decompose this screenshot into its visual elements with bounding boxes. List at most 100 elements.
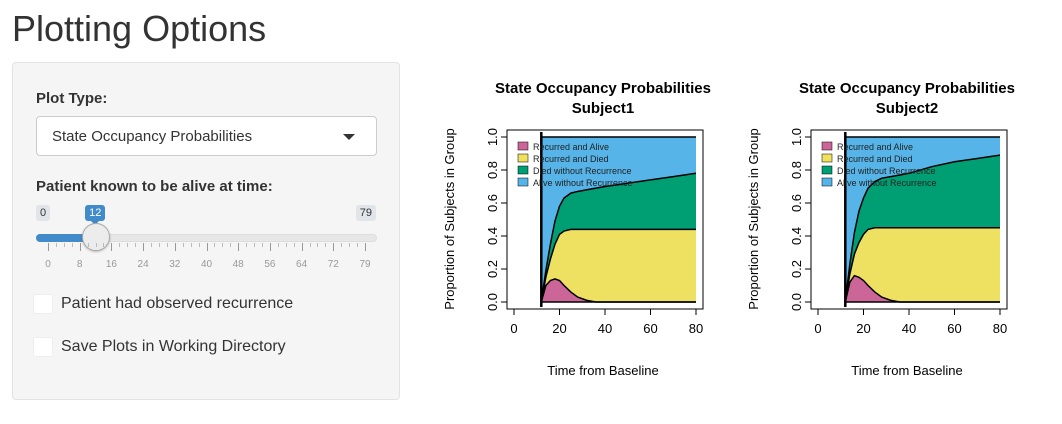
caret-down-icon (343, 134, 355, 140)
legend-swatch-recurred-and-alive (517, 141, 529, 151)
series-area-recurred-and-died (541, 229, 696, 302)
slider-tick-major (269, 243, 271, 251)
slider-tick-minor (246, 243, 248, 247)
slider-label: Patient known to be alive at time: (36, 178, 273, 195)
y-tick-label: 0.2 (789, 260, 804, 278)
y-tick-label: 1.0 (485, 128, 500, 146)
plot-subject2: State Occupancy Probabilities Subject2 0 20… (744, 60, 1050, 390)
series-line-recurred-and-died (540, 228, 696, 303)
x-axis-label: Time from Baseline (547, 363, 659, 378)
slider-tick-major (365, 243, 366, 251)
chart-title: State Occupancy Probabilities (799, 80, 1015, 97)
legend-label-alive-without-recurrence: Alive without Recurrence (533, 178, 633, 188)
slider-tick-major (301, 243, 303, 251)
slider-tick-minor (230, 243, 232, 247)
slider-tick-minor (190, 243, 192, 247)
slider-tick-minor (119, 243, 121, 247)
slider-tick-minor (254, 243, 256, 247)
slider-tick-minor (166, 243, 168, 247)
x-axis-label: Time from Baseline (851, 363, 963, 378)
save-plots-checkbox-label[interactable]: Save Plots in Working Directory (61, 338, 286, 355)
y-tick-label: 0.8 (485, 161, 500, 179)
slider-value-bubble: 12 (85, 205, 106, 225)
slider-tick-minor (357, 243, 359, 247)
slider-tick-label: 24 (137, 259, 149, 270)
legend-swatch-alive-without-recurrence (517, 177, 529, 187)
slider-tick-minor (127, 243, 129, 247)
legend-swatch-died-without-recurrence (821, 165, 833, 175)
legend-label-died-without-recurrence: Died without Recurrence (837, 166, 936, 176)
slider-tick-minor (158, 243, 160, 247)
slider-tick-minor (341, 243, 343, 247)
slider-tick-major (174, 243, 176, 251)
series-area-recurred-and-alive (541, 278, 696, 302)
slider-max-bubble: 79 (355, 205, 376, 221)
slider-tick-label: 16 (105, 259, 117, 270)
legend-swatch-alive-without-recurrence (821, 177, 833, 187)
slider-tick-minor (214, 243, 216, 247)
slider-tick-minor (261, 243, 263, 247)
plot-type-label: Plot Type: (36, 90, 108, 107)
recurrence-checkbox-label[interactable]: Patient had observed recurrence (61, 295, 294, 312)
x-tick-label: 0 (814, 321, 821, 336)
series-line-died-without-recurrence (540, 172, 697, 303)
x-tick-label: 20 (552, 321, 566, 336)
slider-fill (36, 234, 97, 242)
slider-tick-label: 0 (45, 259, 51, 270)
x-tick-label: 80 (689, 321, 703, 336)
chart-subject1: State Occupancy Probabilities Subject1 0 20… (442, 80, 711, 378)
y-tick-label: 0.4 (789, 227, 804, 245)
slider-tick-minor (95, 243, 97, 247)
slider-tick-label: 48 (232, 259, 244, 270)
legend-label-alive-without-recurrence: Alive without Recurrence (837, 178, 937, 188)
plot-type-value: State Occupancy Probabilities (52, 128, 253, 145)
slider-tick-minor (87, 243, 89, 247)
series-area-recurred-and-died (845, 227, 1000, 302)
legend-label-died-without-recurrence: Died without Recurrence (533, 166, 632, 176)
chart-subtitle: Subject2 (876, 100, 939, 117)
chart-subtitle: Subject1 (572, 100, 635, 117)
slider-tick-major (333, 243, 335, 251)
series-area-recurred-and-alive (845, 275, 1000, 302)
legend-label-recurred-and-alive: Recurred and Alive (533, 142, 609, 152)
x-tick-label: 0 (510, 321, 517, 336)
x-tick-label: 40 (902, 321, 916, 336)
legend-swatch-died-without-recurrence (517, 165, 529, 175)
y-tick-label: 1.0 (789, 128, 804, 146)
y-tick-label: 0.4 (485, 227, 500, 245)
recurrence-checkbox-row[interactable]: Patient had observed recurrence (33, 294, 293, 314)
slider-ticks: 0 8 16 24 32 40 48 56 64 72 79 (36, 243, 377, 273)
slider-min-bubble: 0 (36, 205, 51, 221)
slider-tick-minor (309, 243, 311, 247)
y-axis-label: Proportion of Subjects in Group (442, 128, 457, 309)
slider-tick-major (79, 243, 81, 251)
x-tick-label: 60 (947, 321, 961, 336)
plot-type-select[interactable]: State Occupancy Probabilities (36, 116, 377, 156)
slider-tick-major (143, 243, 145, 251)
y-tick-label: 0.8 (789, 161, 804, 179)
x-tick-label: 80 (993, 321, 1007, 336)
save-plots-checkbox-row[interactable]: Save Plots in Working Directory (33, 337, 286, 357)
slider-tick-minor (182, 243, 184, 247)
slider-tick-minor (277, 243, 279, 247)
save-plots-checkbox[interactable] (33, 337, 53, 357)
slider-tick-label: 56 (264, 259, 276, 270)
slider-tick-minor (285, 243, 287, 247)
x-tick-label: 40 (598, 321, 612, 336)
recurrence-checkbox[interactable] (33, 294, 53, 314)
slider-tick-label: 64 (296, 259, 308, 270)
slider-tick-major (206, 243, 208, 251)
legend-swatch-recurred-and-alive (821, 141, 833, 151)
slider-tick-minor (222, 243, 224, 247)
y-tick-label: 0.6 (485, 194, 500, 212)
y-tick-label: 0.0 (789, 293, 804, 311)
chart-subject2: State Occupancy Probabilities Subject2 0 20… (746, 80, 1015, 378)
legend-swatch-recurred-and-died (821, 153, 833, 163)
slider-tick-major (111, 243, 113, 251)
slider-tick-label: 8 (76, 259, 83, 270)
slider-tick-minor (151, 243, 153, 247)
legend-label-recurred-and-died: Recurred and Died (837, 154, 913, 164)
slider-tick-minor (198, 243, 200, 247)
slider-tick-minor (317, 243, 319, 247)
x-tick-label: 60 (643, 321, 657, 336)
